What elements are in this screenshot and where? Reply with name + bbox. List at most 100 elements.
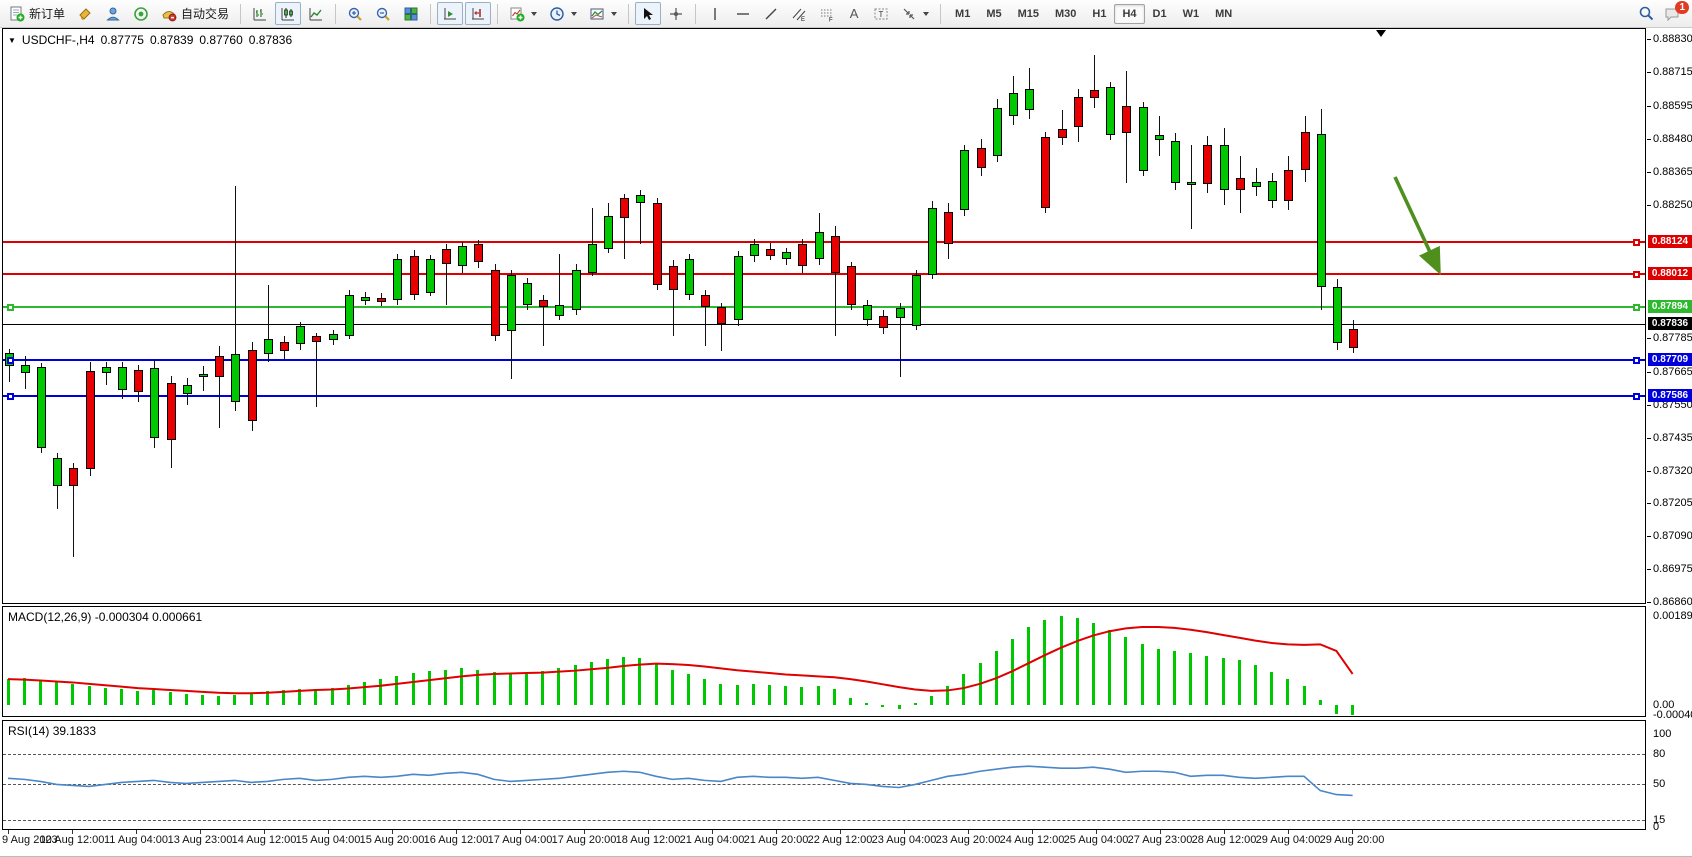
- price-axis-label: 0.88595: [1653, 100, 1692, 113]
- time-axis-label: 15 Aug 20:00: [359, 834, 425, 846]
- templates-button[interactable]: [584, 2, 622, 25]
- signal-button[interactable]: [128, 2, 154, 25]
- rsi-indicator-panel[interactable]: RSI(14) 39.1833: [2, 720, 1646, 830]
- macd-histogram-bar: [1270, 672, 1274, 705]
- candle-bearish: [215, 356, 225, 377]
- arrows-tool-button[interactable]: [896, 2, 934, 25]
- macd-histogram-bar: [6, 679, 10, 705]
- macd-histogram-bar: [1221, 658, 1225, 705]
- text-label-tool-button[interactable]: T: [868, 2, 894, 25]
- candle-bullish: [198, 373, 208, 377]
- crosshair-tool-button[interactable]: [663, 2, 689, 25]
- candle-bearish: [668, 266, 678, 290]
- timeframe-h1[interactable]: H1: [1092, 7, 1107, 20]
- candle-bullish: [1219, 145, 1229, 190]
- horizontal-line-tool-button[interactable]: [730, 2, 756, 25]
- timeframe-d1[interactable]: D1: [1152, 7, 1167, 20]
- notifications-button[interactable]: 1: [1662, 0, 1689, 22]
- time-axis-tick: [264, 830, 265, 834]
- macd-histogram-bar: [784, 686, 788, 705]
- equidistant-channel-tool-button[interactable]: E: [786, 2, 812, 25]
- tile-windows-button[interactable]: [398, 2, 424, 25]
- line-handle[interactable]: [1633, 304, 1640, 312]
- indicators-icon: [509, 6, 525, 22]
- price-axis-tickmark: [1647, 337, 1651, 339]
- arrows-dropdown-caret: [923, 11, 930, 16]
- candle-bearish: [1073, 97, 1083, 127]
- current-price-line[interactable]: [3, 324, 1645, 326]
- price-axis-tickmark: [1647, 437, 1651, 439]
- support-line[interactable]: [3, 394, 1645, 397]
- line-handle[interactable]: [7, 304, 14, 312]
- timeframe-m5[interactable]: M5: [986, 7, 1002, 20]
- timeframe-w1[interactable]: W1: [1182, 7, 1200, 20]
- search-icon[interactable]: [1638, 6, 1654, 22]
- resistance-line[interactable]: [3, 272, 1645, 275]
- line-handle[interactable]: [1633, 392, 1640, 400]
- time-axis-label: 24 Aug 12:00: [999, 834, 1065, 846]
- price-axis-tickmark: [1647, 404, 1651, 406]
- line-chart-button[interactable]: [303, 2, 329, 25]
- price-axis-label: 0.88480: [1653, 133, 1692, 146]
- price-tag: 0.87586: [1648, 388, 1692, 402]
- zoom-in-button[interactable]: [342, 2, 368, 25]
- support-line[interactable]: [3, 359, 1645, 362]
- time-axis-tick: [200, 830, 201, 834]
- bar-chart-icon: [252, 6, 268, 22]
- cursor-tool-button[interactable]: [635, 2, 662, 25]
- price-axis-label: 0.88365: [1653, 165, 1692, 178]
- candlestick-chart-button[interactable]: [275, 2, 302, 25]
- candle-wick: [445, 244, 447, 306]
- candle-bearish: [976, 147, 986, 168]
- timeframe-mn[interactable]: MN: [1215, 7, 1233, 20]
- line-handle[interactable]: [1633, 270, 1640, 278]
- periods-button[interactable]: [544, 2, 582, 25]
- macd-histogram-bar: [233, 694, 237, 705]
- timeframe-m1[interactable]: M1: [955, 7, 971, 20]
- trendline-tool-button[interactable]: [758, 2, 784, 25]
- zoom-out-button[interactable]: [370, 2, 396, 25]
- macd-histogram-bar: [865, 702, 869, 705]
- candle-bearish: [1235, 177, 1245, 190]
- timeframe-m30[interactable]: M30: [1055, 7, 1077, 20]
- time-axis-tick: [584, 830, 585, 834]
- bar-chart-button[interactable]: [247, 2, 273, 25]
- macd-histogram-bar: [751, 683, 755, 705]
- time-axis-label: 17 Aug 04:00: [487, 834, 553, 846]
- indicators-button[interactable]: [504, 2, 542, 25]
- profile-button[interactable]: [100, 2, 126, 25]
- macd-indicator-panel[interactable]: MACD(12,26,9) -0.000304 0.000661: [2, 606, 1646, 717]
- chart-shift-button[interactable]: [465, 2, 492, 25]
- new-order-button[interactable]: 新订单: [4, 2, 70, 25]
- styler-button[interactable]: [72, 2, 98, 25]
- candle-wick: [543, 295, 545, 347]
- line-handle[interactable]: [1633, 357, 1640, 365]
- line-handle[interactable]: [1633, 238, 1640, 246]
- candle-bearish: [1203, 145, 1213, 184]
- candle-wick: [267, 284, 269, 362]
- price-chart-panel[interactable]: ▼ USDCHF-,H4 0.87775 0.87839 0.87760 0.8…: [2, 28, 1646, 604]
- time-axis-label: 23 Aug 04:00: [871, 834, 937, 846]
- chart-title-collapse-icon[interactable]: ▼: [8, 35, 16, 45]
- trend-arrow-annotation[interactable]: [3, 29, 1645, 603]
- resistance-line[interactable]: [3, 240, 1645, 243]
- macd-histogram-bar: [1334, 705, 1338, 715]
- fibonacci-tool-button[interactable]: F: [814, 2, 840, 25]
- time-axis-label: 18 Aug 12:00: [615, 834, 681, 846]
- macd-histogram-bar: [249, 693, 253, 705]
- auto-scroll-button[interactable]: [437, 2, 464, 25]
- text-tool-button[interactable]: A: [842, 2, 866, 25]
- time-axis-label: 28 Aug 12:00: [1191, 834, 1257, 846]
- timeframe-h4[interactable]: H4: [1114, 3, 1145, 24]
- time-axis-tick: [328, 830, 329, 834]
- macd-histogram-bar: [152, 689, 156, 705]
- line-handle[interactable]: [7, 357, 14, 365]
- fibonacci-icon: F: [819, 6, 835, 22]
- line-handle[interactable]: [7, 392, 14, 400]
- vertical-line-tool-button[interactable]: [702, 2, 728, 25]
- support-line[interactable]: [3, 306, 1645, 309]
- timeframe-m15[interactable]: M15: [1017, 7, 1039, 20]
- price-axis-tickmark: [1647, 569, 1651, 571]
- auto-trading-button[interactable]: 自动交易: [156, 2, 234, 25]
- price-axis-tickmark: [1647, 39, 1651, 40]
